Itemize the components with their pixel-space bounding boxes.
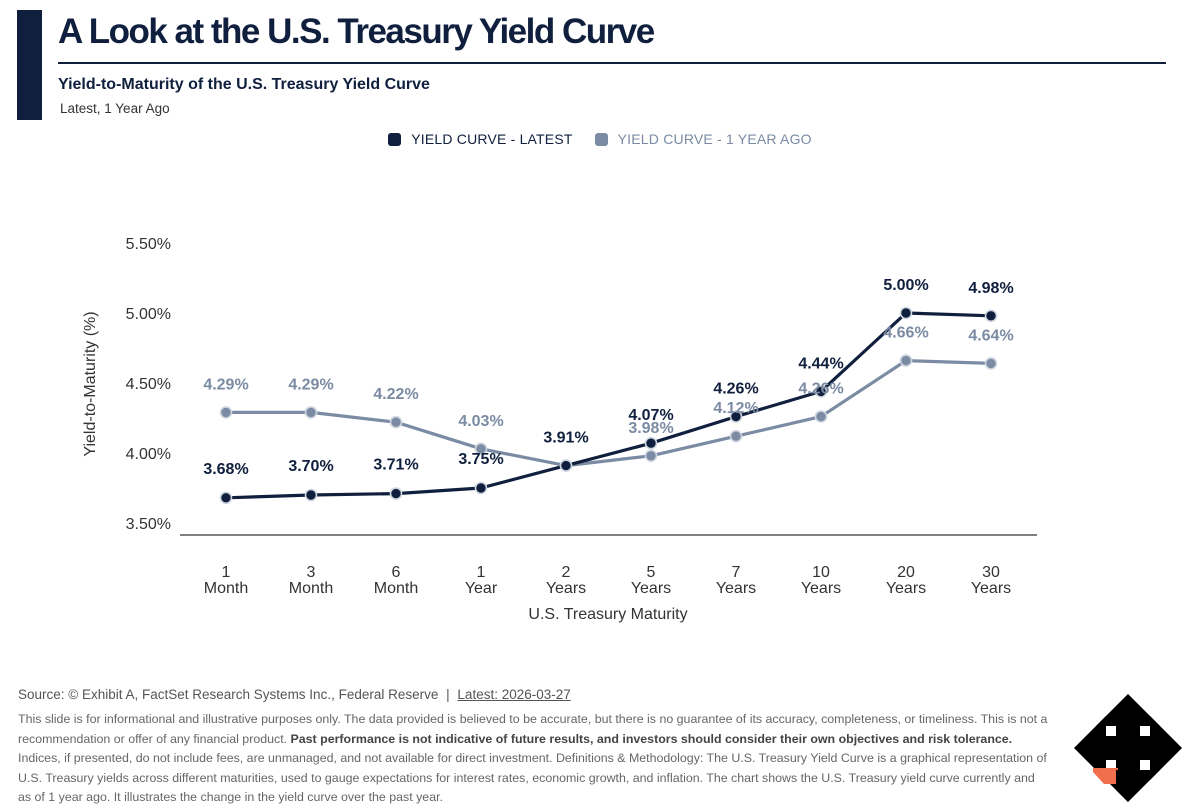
chart-legend: YIELD CURVE - LATEST YIELD CURVE - 1 YEA… [0,131,1200,147]
chart-subtitle: Yield-to-Maturity of the U.S. Treasury Y… [58,76,430,93]
x-tick-label-unit: Years [886,580,926,597]
x-tick-label-unit: Years [546,580,586,597]
data-label-ago: 4.26% [798,381,843,398]
series-line-ago [226,359,992,468]
x-tick-label-unit: Years [801,580,841,597]
x-tick-label-number: 3 [307,564,316,581]
x-tick-label-number: 2 [562,564,571,581]
data-label-latest: 3.71% [373,457,418,474]
data-point-latest [474,481,488,495]
chart-subnote: Latest, 1 Year Ago [60,101,170,116]
four-way-arrow-logo-icon [1074,694,1182,802]
yield-curve-chart: 3.50% 4.00% 4.50% 5.00% 5.50% Yield-to-Maturi… [82,236,1037,623]
data-label-latest: 4.44% [798,355,843,372]
data-label-ago: 4.12% [713,400,758,417]
data-point-ago [899,354,913,367]
x-tick-label-unit: Years [716,580,756,597]
x-tick-label-unit: Month [289,580,333,597]
x-axis-title: U.S. Treasury Maturity [528,606,687,623]
data-point-ago [729,429,743,443]
data-point-latest [304,488,318,502]
data-point-ago [304,406,318,419]
data-point-latest [729,410,743,423]
y-tick-label: 4.50% [126,376,171,393]
data-label-ago: 3.98% [628,420,673,437]
legend-label-latest: YIELD CURVE - LATEST [411,131,573,147]
x-tick-label-unit: Years [971,580,1011,597]
data-point-ago [644,449,658,463]
data-point-latest [984,309,998,323]
source-text: Source: © Exhibit A, FactSet Research Sy… [18,687,439,702]
data-label-latest: 3.75% [458,451,503,468]
y-tick-label: 5.50% [126,236,171,253]
legend-label-ago: YIELD CURVE - 1 YEAR AGO [617,131,812,147]
x-tick-label-number: 6 [392,564,401,581]
data-point-ago [219,406,233,419]
legend-item-latest: YIELD CURVE - LATEST [388,131,572,147]
data-point-latest [389,487,403,500]
x-tick-label-number: 20 [897,564,915,581]
disclaimer: This slide is for informational and illu… [18,710,1048,808]
data-label-ago: 4.64% [968,327,1013,344]
data-point-ago [814,410,828,423]
source-separator: | [446,687,450,702]
disclaimer-bold-text: Past performance is not indicative of fu… [290,731,1013,746]
legend-item-ago: YIELD CURVE - 1 YEAR AGO [594,131,812,147]
data-point-latest [559,459,573,472]
data-label-ago: 4.29% [203,376,248,393]
x-tick-label-number: 1 [222,564,231,581]
page-title: A Look at the U.S. Treasury Yield Curve [58,12,655,51]
x-tick-label-number: 10 [812,564,830,581]
data-point-ago [984,357,998,370]
title-divider [58,62,1166,64]
data-label-ago: 4.03% [458,413,503,430]
data-label-ago: 4.29% [288,376,333,393]
latest-date-link[interactable]: Latest: 2026-03-27 [457,687,571,702]
x-tick-label-unit: Year [465,580,498,597]
x-tick-label-unit: Month [374,580,418,597]
y-tick-label: 5.00% [126,306,171,323]
source-line: Source: © Exhibit A, FactSet Research Sy… [18,687,571,702]
data-point-latest [899,306,913,320]
data-label-ago: 4.22% [373,386,418,403]
data-point-latest [644,436,658,450]
x-tick-label-number: 1 [477,564,486,581]
legend-swatch-latest [388,132,402,146]
data-label-latest: 5.00% [883,277,928,294]
y-axis-title: Yield-to-Maturity (%) [82,311,99,456]
data-point-latest [219,491,233,505]
data-label-latest: 4.07% [628,407,673,424]
x-tick-label-number: 7 [732,564,741,581]
disclaimer-text-1: This slide is for informational and illu… [18,712,1048,746]
y-tick-label: 3.50% [126,516,171,533]
data-label-latest: 3.70% [288,458,333,475]
data-label-latest: 3.91% [543,430,588,447]
data-label-latest: 3.68% [203,461,248,478]
data-point-latest [814,385,828,398]
x-tick-label-unit: Month [204,580,248,597]
y-tick-label: 4.00% [126,446,171,463]
data-label-latest: 4.26% [713,381,758,398]
x-tick-label-number: 30 [982,564,1000,581]
legend-swatch-ago [594,132,608,146]
data-point-ago [389,415,403,429]
data-point-ago [474,442,488,456]
x-tick-label-number: 5 [647,564,656,581]
data-label-latest: 4.98% [968,280,1013,297]
data-label-ago: 4.66% [883,325,928,342]
title-accent-bar [17,10,42,120]
x-tick-label-unit: Years [631,580,671,597]
disclaimer-text-2: Indices, if presented, do not include fe… [18,751,1047,805]
series-line-latest [225,311,992,500]
